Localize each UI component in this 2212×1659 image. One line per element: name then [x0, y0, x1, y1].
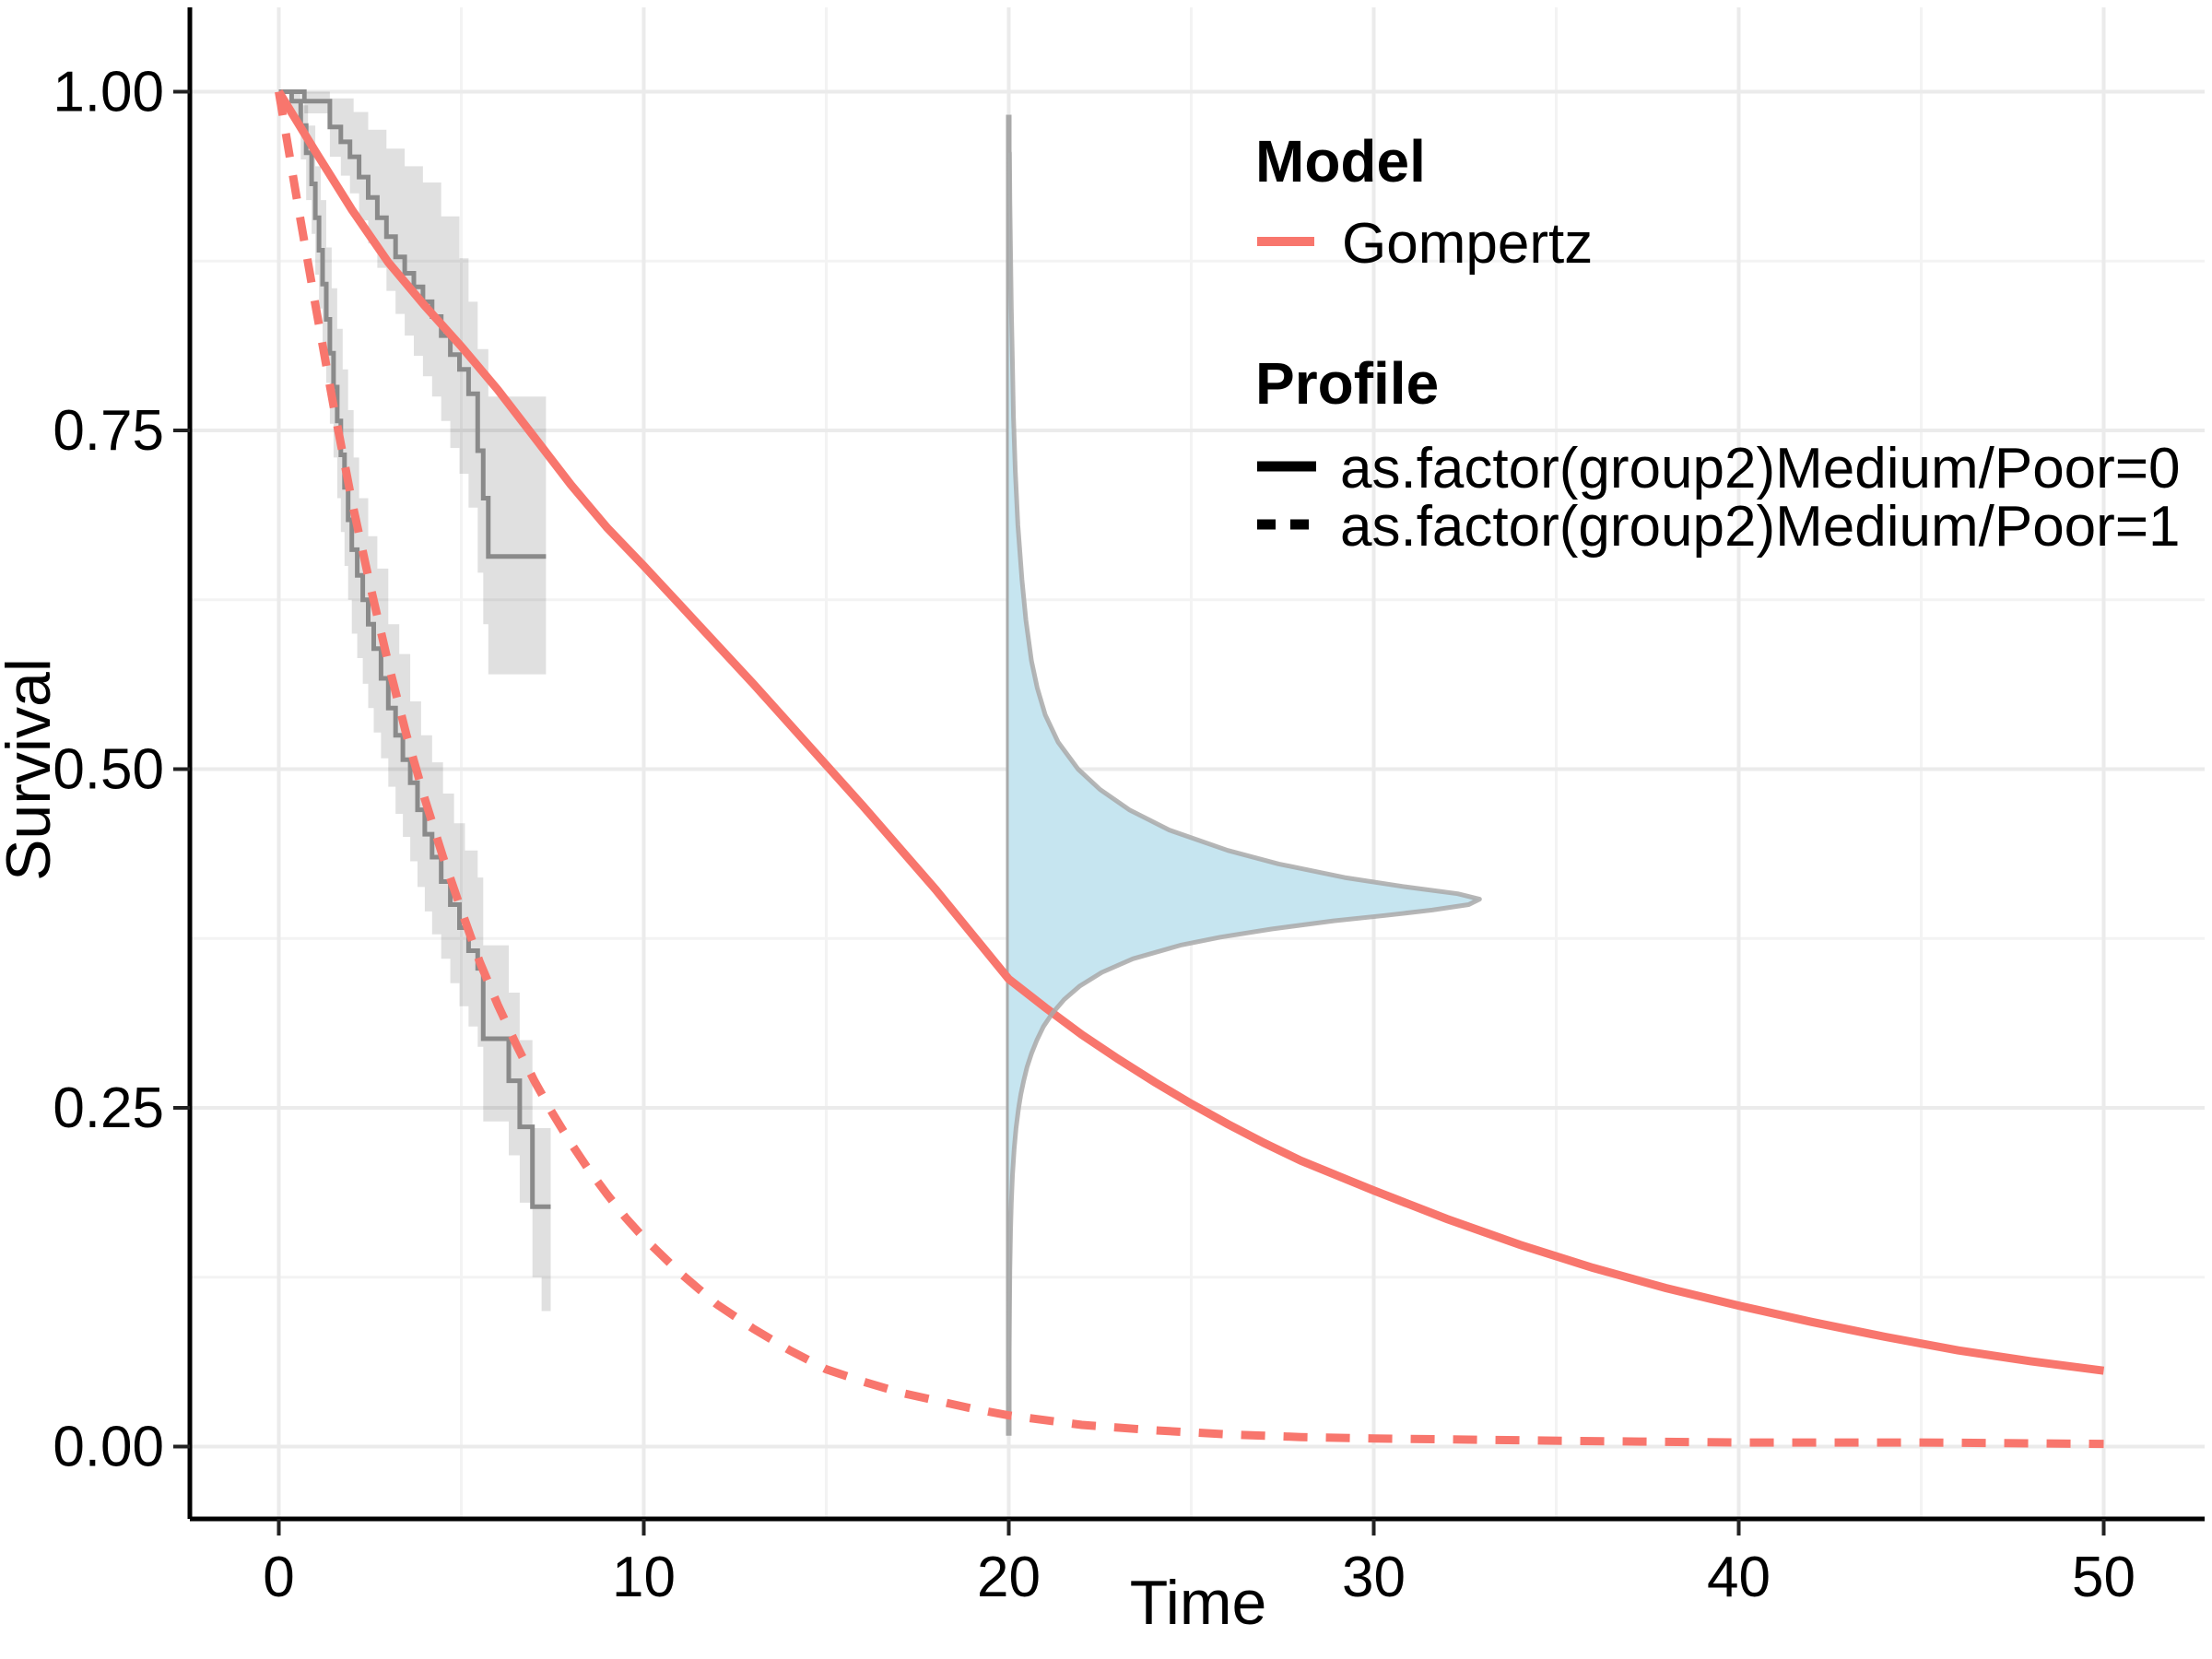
x-tick-label: 10	[612, 1546, 676, 1609]
y-tick-label: 0.00	[53, 1416, 164, 1479]
km-medium-poor-0-curve	[278, 89, 547, 559]
y-tick-label: 0.75	[53, 399, 164, 463]
x-tick-label: 30	[1342, 1546, 1406, 1609]
gompertz-curves	[275, 89, 2105, 1449]
y-tick-label: 0.50	[53, 738, 164, 802]
legend-gompertz-label: Gompertz	[1342, 212, 1593, 276]
axis-ticks	[173, 89, 2106, 1535]
legend-profile-title: Profile	[1255, 350, 1439, 417]
x-tick-label: 50	[2072, 1546, 2136, 1609]
density-outline-path	[1006, 150, 1482, 1408]
axis-lines	[187, 7, 2205, 1522]
km-medium-poor-0-confidence-band	[278, 91, 547, 675]
density-outline	[1006, 150, 1482, 1408]
x-tick-label: 0	[263, 1546, 294, 1609]
gridlines-minor	[190, 7, 2205, 1519]
legend-profile1-label: as.factor(group2)Medium/Poor=1	[1340, 495, 2181, 559]
density-fill	[1008, 152, 1480, 1406]
y-tick-label: 0.25	[53, 1077, 164, 1140]
x-tick-label: 20	[977, 1546, 1041, 1609]
y-axis-title: Survival	[0, 658, 64, 881]
gompertz-medium-poor-0-curve	[275, 89, 2105, 1375]
y-tick-label: 1.00	[53, 61, 164, 124]
gompertz-medium-poor-1-curve	[275, 90, 2104, 1449]
legend-profile0-label: as.factor(group2)Medium/Poor=0	[1340, 437, 2181, 500]
legend: Model Gompertz Profile as.factor(group2)…	[1255, 128, 2181, 559]
legend-model-title: Model	[1255, 128, 1426, 194]
axis-tick-labels: 0 10 20 30 40 50 0.00 0.25 0.50 0.75 1.00	[53, 61, 2136, 1610]
x-tick-label: 40	[1707, 1546, 1771, 1609]
x-axis-title: Time	[1130, 1568, 1267, 1638]
gridlines-major	[190, 7, 2205, 1519]
density-fill-shape	[1008, 152, 1480, 1406]
